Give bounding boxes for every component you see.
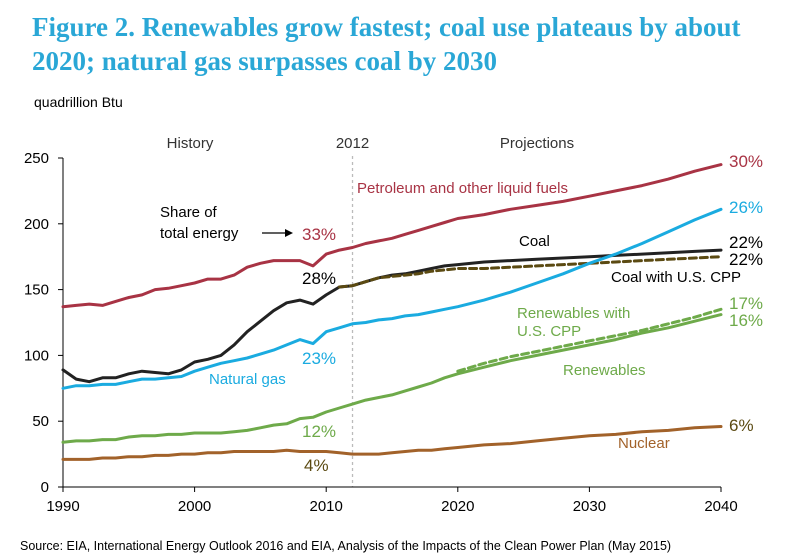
share-2040-coal: 22% <box>729 233 763 252</box>
series-line-renewables <box>61 313 723 444</box>
share-2012-nuclear: 4% <box>304 456 329 475</box>
share-2012-coal: 28% <box>302 269 336 288</box>
share-2040-renewables-cpp: 17% <box>729 294 763 313</box>
share-note-arrow-head <box>285 229 293 237</box>
series-label-coal: Coal <box>519 233 550 250</box>
series-label-natural-gas: Natural gas <box>209 371 286 388</box>
share-2040-natural-gas: 26% <box>729 198 763 217</box>
share-2040-nuclear: 6% <box>729 416 754 435</box>
share-note-line1: Share of <box>160 204 218 221</box>
x-tick-label: 2020 <box>441 498 474 515</box>
share-2012-petroleum: 33% <box>302 225 336 244</box>
y-tick-label: 50 <box>32 413 49 430</box>
share-2040-renewables: 16% <box>729 311 763 330</box>
y-tick-label: 100 <box>24 347 49 364</box>
history-label: History <box>167 135 214 152</box>
series-label-nuclear: Nuclear <box>618 435 670 452</box>
share-2012-natural-gas: 23% <box>302 349 336 368</box>
y-tick-label: 200 <box>24 216 49 233</box>
x-tick-label: 1990 <box>46 498 79 515</box>
share-2040-coal-cpp: 22% <box>729 250 763 269</box>
x-tick-label: 2040 <box>704 498 737 515</box>
x-tick-label: 2010 <box>310 498 343 515</box>
y-tick-label: 150 <box>24 282 49 299</box>
projections-label: Projections <box>500 135 574 152</box>
series-line-renewables-cpp <box>456 307 723 373</box>
series-label-petroleum: Petroleum and other liquid fuels <box>357 180 568 197</box>
source-note: Source: EIA, International Energy Outloo… <box>20 539 672 553</box>
divider-year-label: 2012 <box>336 135 369 152</box>
series-line-nuclear <box>61 425 723 461</box>
figure-title-line1: Figure 2. Renewables grow fastest; coal … <box>32 12 741 42</box>
y-tick-label: 0 <box>41 479 49 496</box>
share-note-line2: total energy <box>160 225 239 242</box>
series-label-renewables: Renewables <box>563 362 646 379</box>
figure-title: Figure 2. Renewables grow fastest; coal … <box>32 10 792 78</box>
x-tick-label: 2000 <box>178 498 211 515</box>
series-line-coal-cpp <box>337 255 723 289</box>
y-tick-label: 250 <box>24 150 49 167</box>
share-2040-petroleum: 30% <box>729 152 763 171</box>
series-line-natural-gas <box>61 207 723 390</box>
series-line-coal <box>61 248 723 384</box>
series-label-renewables-cpp-line1: Renewables with <box>517 305 630 322</box>
series-label-coal-cpp: Coal with U.S. CPP <box>611 269 741 286</box>
x-tick-label: 2030 <box>573 498 606 515</box>
figure-title-line2: 2020; natural gas surpasses coal by 2030 <box>32 46 498 76</box>
series-line-petroleum <box>61 163 723 309</box>
share-2012-renewables: 12% <box>302 422 336 441</box>
y-axis-unit: quadrillion Btu <box>34 94 123 110</box>
series-label-renewables-cpp-line2: U.S. CPP <box>517 323 581 340</box>
